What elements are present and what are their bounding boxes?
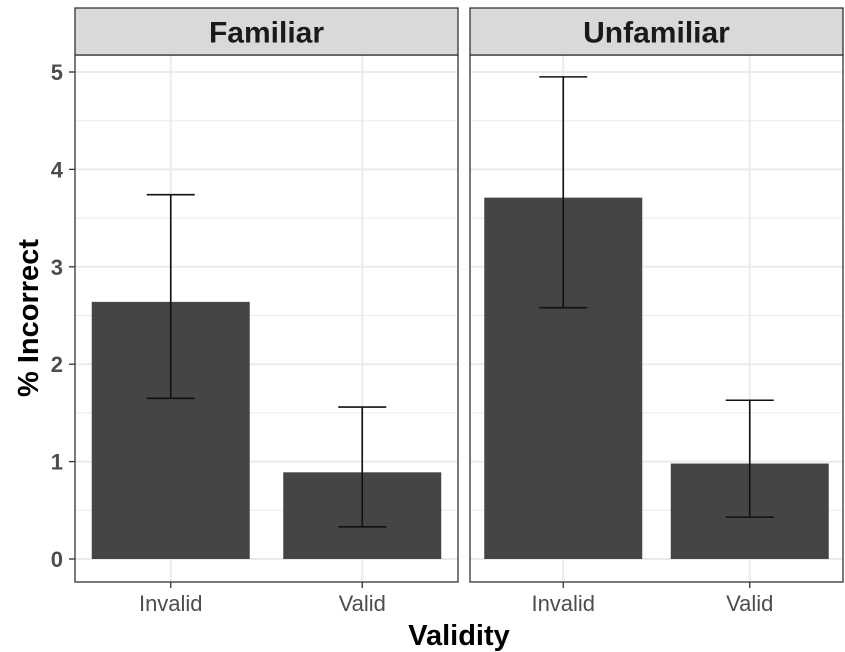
x-tick-label: Valid xyxy=(726,591,773,616)
x-tick-label: Invalid xyxy=(139,591,203,616)
y-tick-label: 0 xyxy=(51,547,63,572)
facet-strip-label: Unfamiliar xyxy=(583,17,730,50)
facet-strip xyxy=(469,7,844,56)
y-tick-label: 1 xyxy=(51,450,63,475)
x-axis-title: Validity xyxy=(408,620,510,652)
y-tick-label: 3 xyxy=(51,255,63,280)
x-tick-label: Invalid xyxy=(531,591,595,616)
y-axis-title: % Incorrect xyxy=(13,239,45,397)
y-tick-label: 4 xyxy=(51,157,64,182)
facet-strip xyxy=(74,7,459,56)
facet-strip-label: Familiar xyxy=(209,17,324,50)
x-tick-label: Valid xyxy=(339,591,386,616)
y-tick-label: 5 xyxy=(51,60,63,85)
y-tick-label: 2 xyxy=(51,352,63,377)
